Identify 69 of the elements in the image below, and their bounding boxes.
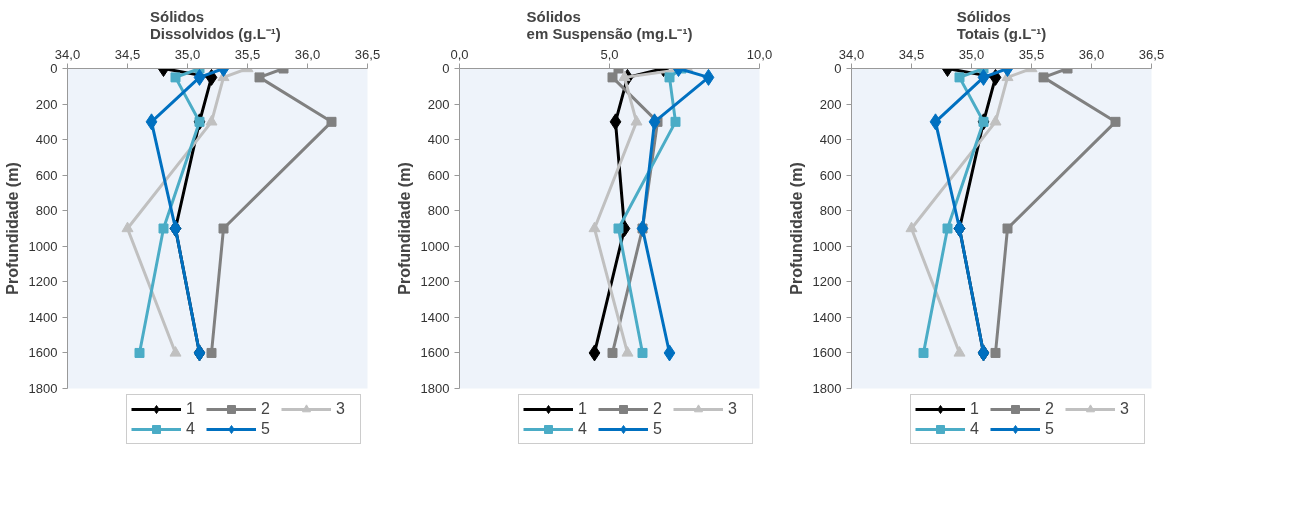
chart-subtitle: Totais (g.L⁻¹) (956, 24, 1047, 42)
legend-label: 4 (186, 420, 196, 438)
legend-label: 1 (186, 400, 196, 418)
legend-label: 1 (970, 400, 980, 418)
y-tick-label: 600 (819, 167, 842, 183)
x-tick-label: 34,0 (54, 46, 81, 62)
y-tick-label: 0 (50, 61, 58, 76)
y-tick-label: 200 (35, 96, 58, 112)
y-tick-label: 1000 (420, 238, 450, 254)
legend-label: 5 (653, 420, 663, 438)
chart-title: Sólidos (526, 7, 581, 25)
legend-label: 2 (653, 400, 663, 418)
legend-label: 2 (1045, 400, 1055, 418)
chart-subtitle: Dissolvidos (g.L⁻¹) (150, 24, 281, 42)
y-tick-label: 1200 (28, 274, 58, 290)
y-tick-label: 1800 (420, 381, 450, 396)
y-tick-label: 1400 (28, 309, 58, 325)
chart-title: Sólidos (956, 7, 1011, 25)
legend-label: 5 (1045, 420, 1055, 438)
chart-subtitle: em Suspensão (mg.L⁻¹) (526, 24, 693, 42)
y-tick-label: 600 (35, 167, 58, 183)
y-tick-label: 1600 (28, 345, 58, 361)
y-tick-label: 400 (819, 132, 842, 148)
x-tick-label: 35,5 (234, 46, 261, 62)
legend-label: 3 (728, 400, 738, 418)
y-axis-title: Profundidade (m) (787, 162, 805, 295)
y-tick-label: 800 (35, 203, 58, 219)
x-tick-label: 35,5 (1018, 46, 1045, 62)
y-axis-title: Profundidade (m) (3, 162, 21, 295)
y-tick-label: 200 (819, 96, 842, 112)
y-tick-label: 1800 (812, 381, 842, 396)
y-tick-label: 1600 (420, 345, 450, 361)
y-tick-label: 0 (442, 61, 450, 76)
y-tick-label: 200 (427, 96, 450, 112)
x-tick-label: 35,0 (958, 46, 985, 62)
x-tick-label: 36,5 (354, 46, 381, 62)
y-tick-label: 800 (819, 203, 842, 219)
x-tick-label: 5,0 (600, 46, 619, 62)
legend-label: 4 (578, 420, 588, 438)
y-tick-label: 800 (427, 203, 450, 219)
y-tick-label: 1400 (812, 309, 842, 325)
y-axis-title: Profundidade (m) (395, 162, 413, 295)
legend-label: 3 (336, 400, 346, 418)
y-tick-label: 1200 (420, 274, 450, 290)
y-tick-label: 1400 (420, 309, 450, 325)
legend-label: 2 (261, 400, 271, 418)
y-tick-label: 400 (35, 132, 58, 148)
y-tick-label: 1000 (812, 238, 842, 254)
y-tick-label: 1200 (812, 274, 842, 290)
legend-label: 4 (970, 420, 980, 438)
x-tick-label: 36,5 (1138, 46, 1165, 62)
x-tick-label: 36,0 (1078, 46, 1105, 62)
legend-label: 3 (1120, 400, 1130, 418)
chart-title: Sólidos (150, 7, 205, 25)
y-tick-label: 1000 (28, 238, 58, 254)
legend-label: 5 (261, 420, 271, 438)
y-tick-label: 600 (427, 167, 450, 183)
x-tick-label: 34,0 (838, 46, 865, 62)
x-tick-label: 35,0 (174, 46, 201, 62)
x-tick-label: 0,0 (450, 46, 469, 62)
x-tick-label: 36,0 (294, 46, 321, 62)
legend-label: 1 (578, 400, 588, 418)
x-tick-label: 10,0 (746, 46, 773, 62)
x-tick-label: 34,5 (114, 46, 141, 62)
y-tick-label: 0 (834, 61, 842, 76)
y-tick-label: 1800 (28, 381, 58, 396)
y-tick-label: 1600 (812, 345, 842, 361)
y-tick-label: 400 (427, 132, 450, 148)
x-tick-label: 34,5 (898, 46, 925, 62)
